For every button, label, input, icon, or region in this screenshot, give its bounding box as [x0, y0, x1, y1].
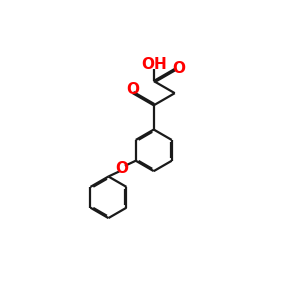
- Text: O: O: [116, 161, 129, 176]
- Text: OH: OH: [141, 57, 167, 72]
- Text: O: O: [126, 82, 139, 97]
- Text: O: O: [172, 61, 185, 76]
